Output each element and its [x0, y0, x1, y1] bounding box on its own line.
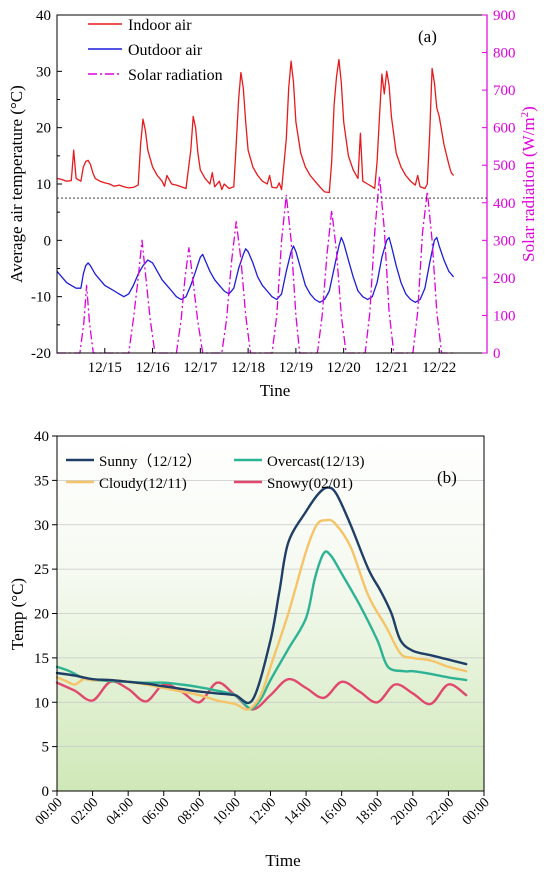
chart-a-x-axis-label: Tine	[260, 381, 291, 400]
legend-label-outdoor-air: Outdoor air	[128, 42, 203, 59]
chart-b-x-tick-label: 08:00	[175, 795, 208, 828]
chart-a-y2-axis-label-sup: 2	[519, 112, 531, 118]
chart-a-x-tick-label: 12/21	[374, 360, 408, 376]
chart-b-y-tick-label: 30	[34, 518, 49, 534]
chart-a-y-tick-label: -20	[31, 346, 51, 362]
chart-b-x-tick-label: 22:00	[424, 795, 457, 828]
series-line-indoor-air	[56, 58, 455, 194]
chart-a-marks	[56, 58, 455, 354]
chart-a-x-tick-label: 12/18	[231, 360, 265, 376]
chart-b-marks	[55, 486, 468, 711]
series-line-solar-radiation	[57, 175, 454, 354]
chart-a-x-tick-labels: 12/15 12/16 12/17 12/18 12/19 12/20 12/21 12/22	[88, 360, 457, 376]
chart-a-y2-axis-label-end: )	[519, 106, 538, 112]
chart-b-x-tick-label: 06:00	[139, 795, 172, 828]
chart-a-y-tick-labels: -20 -10 0 10 20 30 40	[31, 8, 51, 362]
chart-b-x-tick-label: 16:00	[317, 795, 350, 828]
chart-b-panel-label: (b)	[437, 468, 457, 487]
chart-b-y-tick-label: 35	[34, 473, 49, 489]
chart-b-y-tick-label: 10	[34, 695, 49, 711]
chart-b-y-tick-label: 15	[34, 651, 49, 667]
chart-a-plot-frame	[56, 14, 488, 354]
series-line-snowy-02-01	[55, 677, 468, 711]
chart-b-y-tick-labels: 0 5 10 15 20 25 30 35 40	[34, 429, 49, 800]
chart-a-y-tick-label: -10	[31, 290, 51, 306]
chart-a-legend: Indoor air Outdoor air Solar radiation	[88, 17, 223, 84]
legend-label-snowy: Snowy(02/01)	[267, 476, 353, 492]
legend-label-sunny: Sunny（12/12）	[99, 453, 202, 470]
chart-b-x-tick-label: 00:00	[460, 795, 493, 828]
chart-a-y-tick-label: 10	[36, 177, 51, 193]
chart-b-x-tick-labels: 00:00 02:00 04:00 06:00 08:00 10:00 12:00 14:00…	[33, 795, 493, 828]
chart-b-x-tick-label: 20:00	[389, 795, 422, 828]
chart-a-y2-tick-label: 500	[493, 158, 516, 174]
chart-a-y2-tick-label: 400	[493, 196, 516, 212]
chart-b-x-tick-label: 00:00	[33, 795, 66, 828]
chart-a-y-tick-label: 0	[44, 233, 52, 249]
chart-b-x-tick-label: 14:00	[282, 795, 315, 828]
legend-label-indoor-air: Indoor air	[128, 17, 192, 34]
legend-label-solar-radiation: Solar radiation	[128, 67, 223, 84]
chart-a-y2-tick-label: 600	[493, 121, 516, 137]
chart-a-y2-tick-label: 900	[493, 8, 516, 24]
chart-b-y-tick-label: 40	[34, 429, 49, 445]
chart-a-panel-label: (a)	[418, 27, 437, 46]
legend-label-overcast: Overcast(12/13)	[267, 454, 364, 470]
chart-a-y2-tick-label: 200	[493, 271, 516, 287]
chart-b-x-tick-label: 18:00	[353, 795, 386, 828]
chart-a-y-axis-label: Average air temperature (°C)	[7, 85, 26, 283]
chart-a-x-tick-label: 12/22	[422, 360, 456, 376]
chart-a-x-tick-label: 12/19	[279, 360, 313, 376]
chart-b-y-axis-label: Temp (°C)	[8, 578, 27, 650]
chart-a-x-tick-label: 12/20	[327, 360, 361, 376]
chart-b-legend: Sunny（12/12） Overcast(12/13) Cloudy(12/1…	[66, 453, 364, 492]
chart-b-ticks	[52, 435, 485, 796]
chart-b-x-tick-label: 02:00	[68, 795, 101, 828]
chart-a: -20 -10 0 10 20 30 40 0 100 200 300 400 500 600 700 80…	[7, 8, 538, 400]
chart-b-y-tick-label: 0	[42, 784, 50, 800]
chart-b-y-tick-label: 20	[34, 607, 49, 623]
chart-b-x-tick-label: 10:00	[211, 795, 244, 828]
chart-a-y-tick-label: 20	[36, 121, 51, 137]
series-line-sunny-12-12	[55, 486, 468, 705]
series-line-outdoor-air	[56, 236, 455, 303]
chart-a-y2-axis-label: Solar radiation (W/m2)	[519, 106, 538, 262]
chart-a-y2-tick-label: 0	[493, 346, 501, 362]
chart-b-y-tick-label: 25	[34, 562, 49, 578]
chart-b-x-axis-label: Time	[265, 851, 300, 870]
chart-b-x-tick-label: 12:00	[246, 795, 279, 828]
chart-a-y-tick-label: 40	[36, 8, 51, 24]
chart-a-y2-tick-label: 700	[493, 83, 516, 99]
chart-a-y2-tick-label: 800	[493, 46, 516, 62]
chart-a-y-tick-label: 30	[36, 64, 51, 80]
chart-a-ticks	[57, 14, 487, 354]
chart-a-x-tick-label: 12/16	[135, 360, 170, 376]
chart-a-y2-tick-label: 100	[493, 308, 516, 324]
chart-a-y2-tick-label: 300	[493, 233, 516, 249]
chart-a-y2-axis-label-main: Solar radiation (W/m	[519, 117, 538, 261]
chart-a-y2-tick-labels: 0 100 200 300 400 500 600 700 800 900	[493, 8, 516, 362]
chart-b-y-tick-label: 5	[42, 740, 50, 756]
chart-b-x-tick-label: 04:00	[104, 795, 137, 828]
chart-a-x-tick-label: 12/17	[183, 360, 218, 376]
chart-a-x-tick-label: 12/15	[88, 360, 122, 376]
legend-label-cloudy: Cloudy(12/11)	[99, 476, 187, 492]
